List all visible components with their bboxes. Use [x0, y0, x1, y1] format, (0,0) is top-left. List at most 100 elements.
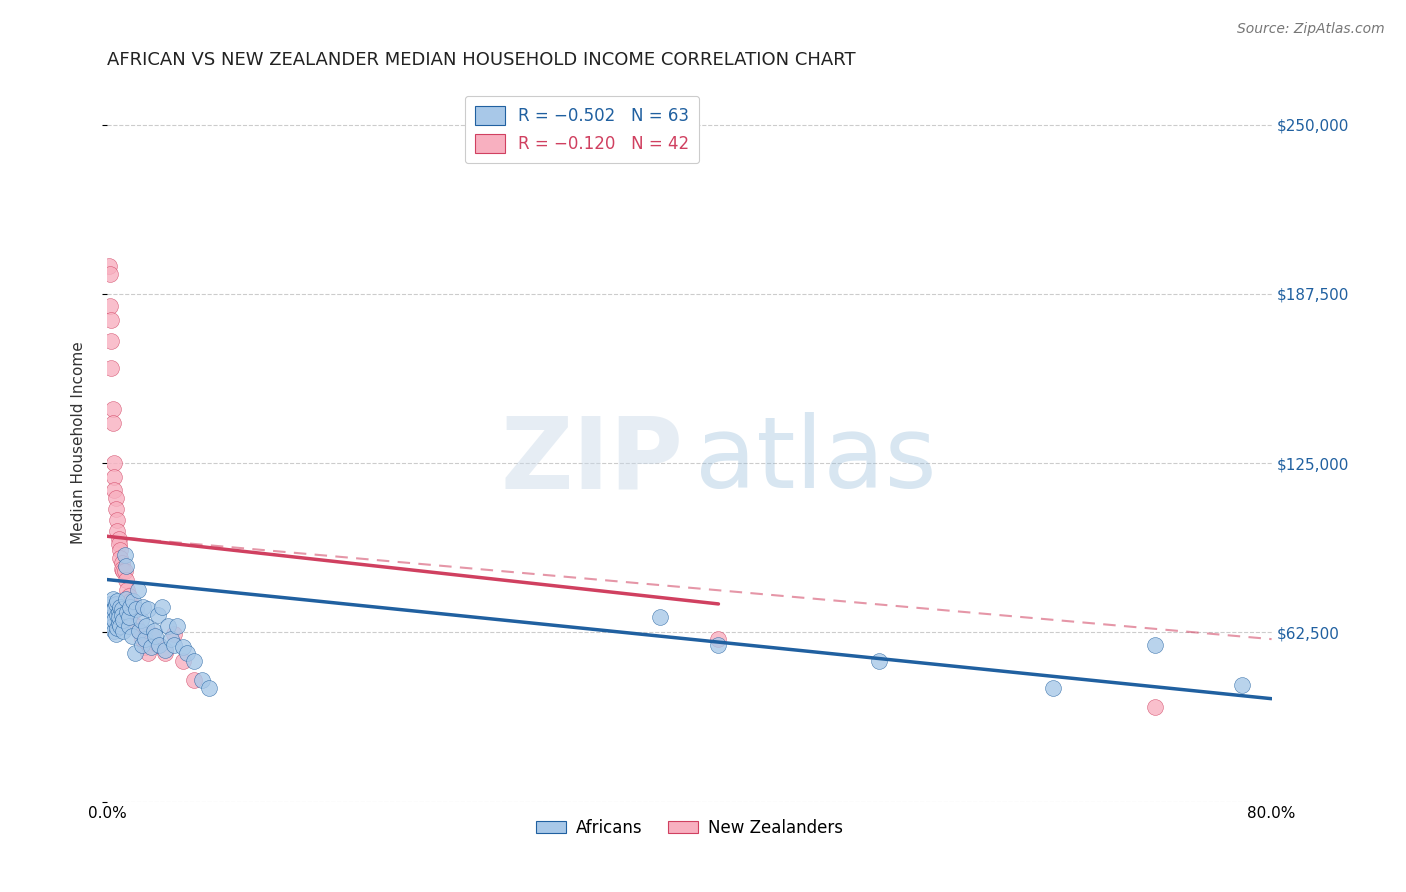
- Point: [108, 599, 131, 614]
- Point: [1232, 678, 1254, 692]
- Point: [112, 565, 135, 579]
- Point: [104, 626, 127, 640]
- Point: [118, 589, 141, 603]
- Point: [98, 299, 121, 313]
- Point: [114, 548, 136, 562]
- Point: [107, 532, 129, 546]
- Point: [107, 605, 129, 619]
- Point: [707, 632, 730, 647]
- Point: [115, 591, 138, 606]
- Point: [131, 638, 153, 652]
- Text: Source: ZipAtlas.com: Source: ZipAtlas.com: [1237, 22, 1385, 37]
- Point: [100, 361, 122, 376]
- Point: [118, 618, 141, 632]
- Point: [127, 583, 149, 598]
- Point: [103, 624, 125, 638]
- Point: [98, 597, 121, 611]
- Point: [143, 629, 166, 643]
- Point: [146, 607, 169, 622]
- Point: [100, 605, 122, 619]
- Point: [98, 267, 121, 281]
- Point: [107, 615, 129, 630]
- Point: [139, 640, 162, 655]
- Point: [105, 513, 128, 527]
- Point: [114, 565, 136, 579]
- Point: [707, 638, 730, 652]
- Point: [103, 469, 125, 483]
- Point: [1144, 699, 1167, 714]
- Point: [112, 624, 135, 638]
- Point: [132, 599, 155, 614]
- Point: [105, 621, 128, 635]
- Point: [100, 610, 122, 624]
- Point: [176, 646, 198, 660]
- Point: [131, 632, 153, 647]
- Point: [1144, 638, 1167, 652]
- Point: [115, 573, 138, 587]
- Point: [120, 599, 142, 614]
- Point: [115, 559, 138, 574]
- Point: [122, 605, 145, 619]
- Point: [103, 456, 125, 470]
- Point: [125, 618, 148, 632]
- Point: [111, 607, 134, 622]
- Point: [155, 643, 177, 657]
- Point: [101, 416, 124, 430]
- Point: [163, 638, 186, 652]
- Point: [172, 640, 194, 655]
- Text: AFRICAN VS NEW ZEALANDER MEDIAN HOUSEHOLD INCOME CORRELATION CHART: AFRICAN VS NEW ZEALANDER MEDIAN HOUSEHOL…: [107, 51, 856, 69]
- Point: [148, 638, 170, 652]
- Point: [142, 624, 165, 638]
- Point: [134, 632, 156, 647]
- Point: [128, 624, 150, 638]
- Point: [121, 599, 143, 614]
- Point: [97, 259, 120, 273]
- Point: [172, 654, 194, 668]
- Point: [105, 524, 128, 538]
- Point: [118, 610, 141, 624]
- Point: [112, 613, 135, 627]
- Text: atlas: atlas: [695, 412, 936, 509]
- Point: [103, 483, 125, 498]
- Point: [101, 591, 124, 606]
- Point: [136, 602, 159, 616]
- Point: [103, 602, 125, 616]
- Point: [198, 681, 221, 695]
- Point: [1042, 681, 1064, 695]
- Point: [105, 607, 128, 622]
- Point: [163, 626, 186, 640]
- Point: [128, 624, 150, 638]
- Point: [157, 618, 180, 632]
- Point: [190, 673, 212, 687]
- Point: [105, 594, 128, 608]
- Point: [111, 602, 134, 616]
- Point: [183, 673, 205, 687]
- Point: [107, 537, 129, 551]
- Point: [117, 583, 139, 598]
- Point: [150, 599, 173, 614]
- Point: [107, 610, 129, 624]
- Point: [135, 618, 157, 632]
- Point: [124, 646, 146, 660]
- Point: [104, 491, 127, 506]
- Point: [108, 550, 131, 565]
- Point: [104, 502, 127, 516]
- Point: [146, 638, 169, 652]
- Point: [100, 334, 122, 349]
- Point: [101, 402, 124, 417]
- Point: [129, 613, 152, 627]
- Point: [103, 613, 125, 627]
- Point: [104, 597, 127, 611]
- Point: [108, 542, 131, 557]
- Point: [120, 594, 142, 608]
- Legend: Africans, New Zealanders: Africans, New Zealanders: [529, 812, 849, 844]
- Point: [160, 632, 183, 647]
- Point: [111, 562, 134, 576]
- Point: [134, 640, 156, 655]
- Point: [650, 610, 672, 624]
- Point: [136, 646, 159, 660]
- Point: [101, 618, 124, 632]
- Point: [100, 312, 122, 326]
- Point: [111, 557, 134, 571]
- Y-axis label: Median Household Income: Median Household Income: [72, 342, 86, 544]
